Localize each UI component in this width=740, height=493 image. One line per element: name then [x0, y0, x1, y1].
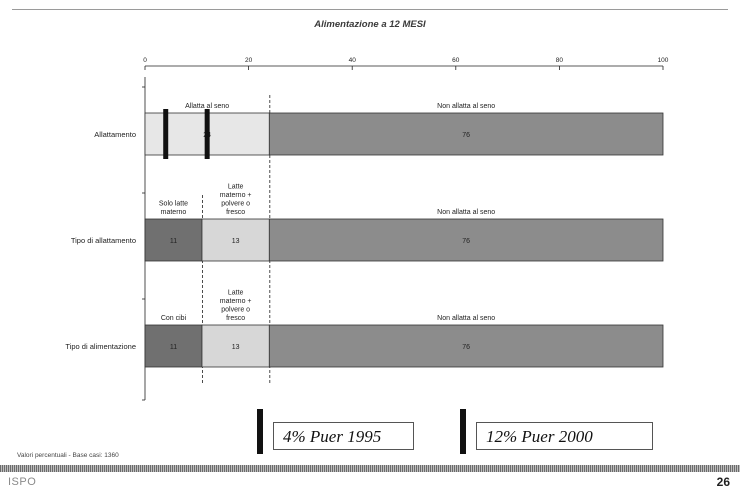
note-puer-2000: 12% Puer 2000: [476, 422, 653, 450]
top-rule: [12, 9, 728, 10]
page-number: 26: [716, 475, 730, 489]
segment-label: fresco: [226, 315, 245, 322]
bar-segment: [268, 112, 664, 156]
footer-brand: ISPO: [8, 476, 37, 488]
segment-label: fresco: [226, 209, 245, 216]
bar-segment: [268, 324, 664, 368]
chart-title: Alimentazione a 12 MESI: [314, 19, 426, 30]
x-tick-label: 20: [245, 57, 253, 64]
category-label: Tipo di alimentazione: [65, 342, 136, 351]
puer-marker: [163, 109, 169, 159]
bar-segment: [144, 324, 203, 368]
base-note: Valori percentuali - Base casi: 1360: [17, 452, 119, 459]
x-tick-label: 80: [556, 57, 564, 64]
segment-label: Latte: [228, 290, 244, 297]
x-tick-label: 100: [658, 57, 669, 64]
x-tick-label: 40: [349, 57, 357, 64]
puer-marker: [204, 109, 210, 159]
segment-label: Solo latte: [159, 201, 188, 208]
segment-label: polvere o: [221, 201, 250, 208]
x-tick-label: 60: [452, 57, 460, 64]
bar-segment: [268, 218, 664, 262]
bar-value-label: 13: [232, 344, 240, 351]
bar-value-label: 11: [170, 344, 177, 351]
bar-segment: [201, 218, 270, 262]
segment-label: polvere o: [221, 307, 250, 314]
x-tick-label: 0: [143, 57, 147, 64]
bar-value-label: 76: [462, 344, 470, 351]
segment-label: materno +: [220, 192, 252, 199]
category-label: Tipo di allattamento: [71, 236, 136, 245]
segment-label: Allatta al seno: [185, 103, 229, 110]
bar-value-label: 13: [232, 238, 240, 245]
segment-label: materno: [161, 209, 187, 216]
segment-label: materno +: [220, 298, 252, 305]
segment-label: Non allatta al seno: [437, 315, 495, 322]
bar-value-label: 76: [462, 132, 470, 139]
bar-value-label: 76: [462, 238, 470, 245]
note-marker-2000: [460, 409, 466, 454]
segment-label: Con cibi: [161, 315, 187, 322]
bar-segment: [201, 324, 270, 368]
footer-band: [0, 465, 740, 472]
note-puer-1995: 4% Puer 1995: [273, 422, 414, 450]
note-marker-1995: [257, 409, 263, 454]
bar-value-label: 11: [170, 238, 177, 245]
segment-label: Latte: [228, 184, 244, 191]
segment-label: Non allatta al seno: [437, 209, 495, 216]
segment-label: Non allatta al seno: [437, 103, 495, 110]
bar-segment: [144, 218, 203, 262]
category-label: Allattamento: [94, 130, 136, 139]
